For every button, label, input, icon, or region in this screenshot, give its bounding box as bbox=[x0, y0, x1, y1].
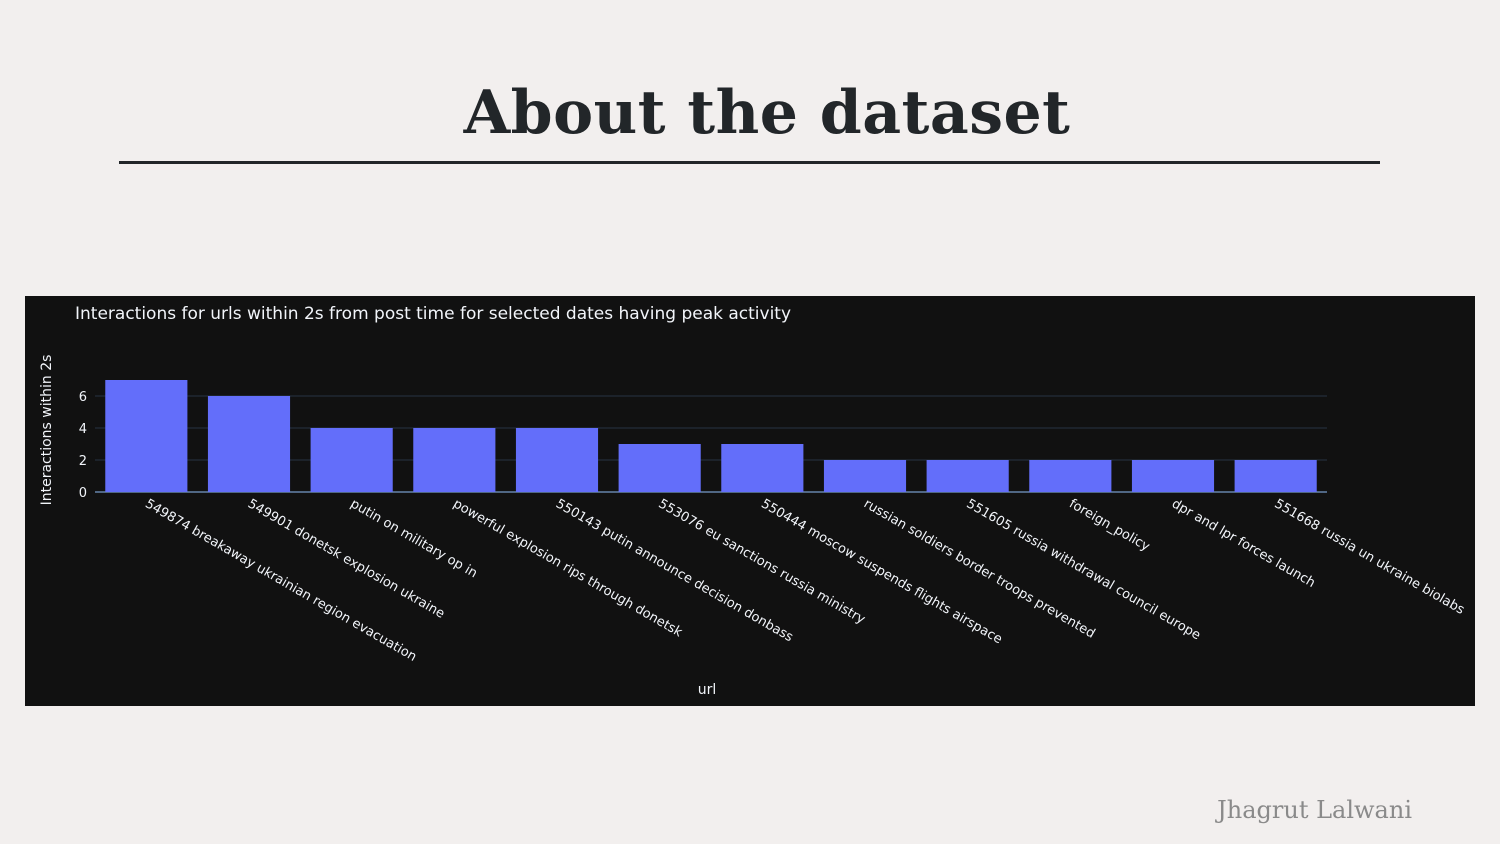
x-axis-label: url bbox=[698, 682, 717, 698]
bar[interactable] bbox=[1234, 460, 1317, 492]
x-tick-labels: 549874 breakaway ukrainian region evacua… bbox=[142, 496, 1467, 664]
bar[interactable] bbox=[413, 428, 496, 492]
bars bbox=[105, 380, 1317, 492]
bar[interactable] bbox=[1131, 460, 1215, 492]
chart-svg: Interactions for urls within 2s from pos… bbox=[39, 304, 1467, 698]
gridlines bbox=[95, 395, 1327, 493]
bar[interactable] bbox=[618, 444, 701, 492]
y-tick-label: 2 bbox=[79, 454, 87, 469]
y-tick-label: 6 bbox=[79, 390, 87, 405]
author-name: Jhagrut Lalwani bbox=[1217, 796, 1412, 824]
bar-chart: Interactions for urls within 2s from pos… bbox=[25, 296, 1475, 706]
bar[interactable] bbox=[105, 380, 188, 492]
chart-title: Interactions for urls within 2s from pos… bbox=[75, 304, 791, 324]
x-tick-label: 551668 russia un ukraine biolabs bbox=[1272, 496, 1467, 617]
bar[interactable] bbox=[310, 428, 393, 492]
bar[interactable] bbox=[207, 396, 291, 492]
x-tick-label: foreign_policy bbox=[1066, 496, 1152, 554]
bar[interactable] bbox=[515, 428, 599, 492]
bar[interactable] bbox=[823, 460, 907, 492]
x-tick-label: 553076 eu sanctions russia ministry bbox=[656, 496, 868, 627]
y-tick-label: 0 bbox=[79, 486, 87, 501]
bar[interactable] bbox=[1029, 460, 1112, 492]
x-tick-label: powerful explosion rips through donetsk bbox=[450, 496, 685, 640]
y-tick-label: 4 bbox=[79, 422, 87, 437]
slide-title: About the dataset bbox=[463, 78, 1071, 148]
bar[interactable] bbox=[721, 444, 804, 492]
x-tick-label: 549901 donetsk explosion ukraine bbox=[245, 496, 447, 621]
bar[interactable] bbox=[926, 460, 1009, 492]
y-axis-label: Interactions within 2s bbox=[39, 355, 55, 506]
title-divider bbox=[119, 161, 1380, 164]
y-tick-labels: 0 2 4 6 bbox=[79, 390, 87, 501]
